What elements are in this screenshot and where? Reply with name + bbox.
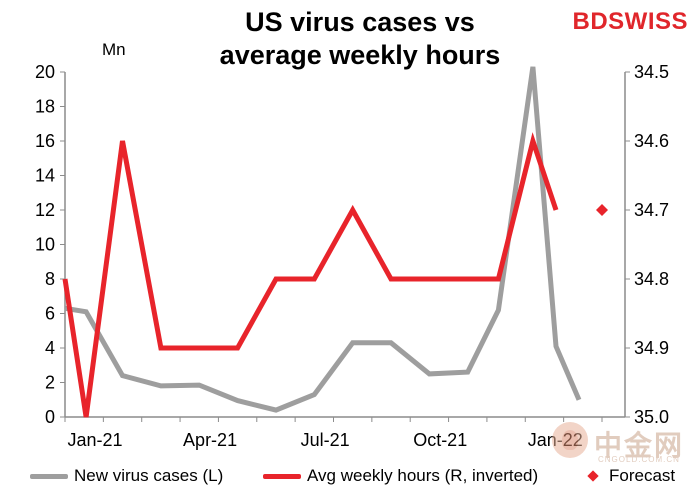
title-line-1: US virus cases vs: [245, 7, 475, 37]
left-tick-label: 16: [35, 131, 55, 151]
left-tick-label: 10: [35, 235, 55, 255]
left-tick-label: 20: [35, 62, 55, 82]
left-tick-label: 8: [45, 269, 55, 289]
x-tick-label: Oct-21: [413, 430, 467, 450]
legend-label-hours: Avg weekly hours (R, inverted): [307, 466, 539, 485]
x-tick-label: Apr-21: [183, 430, 237, 450]
chart-plot: 0 2 4 6 8 10 12 14 16 18 20 34.5 34.6 34.7 34.8 34.9 35.…: [35, 62, 669, 450]
legend-label-forecast: Forecast: [609, 466, 676, 485]
left-tick-label: 12: [35, 200, 55, 220]
left-tick-label: 6: [45, 304, 55, 324]
left-tick-label: 4: [45, 338, 55, 358]
watermark-text: 中金网: [594, 430, 685, 461]
legend-swatch-cases: [30, 473, 68, 479]
forecast-point: [595, 204, 608, 216]
left-tick-label: 14: [35, 166, 55, 186]
right-tick-label: 34.9: [634, 338, 669, 358]
series-line-cases: [64, 66, 582, 413]
logo-part-1: BD: [572, 8, 609, 35]
watermark-logo: 中金网 CNGOLD.COM.CN: [548, 420, 688, 464]
watermark-emblem-icon: [552, 422, 588, 458]
legend-item-hours: Avg weekly hours (R, inverted): [263, 466, 538, 486]
legend-label-cases: New virus cases (L): [74, 466, 224, 485]
title-line-2: average weekly hours: [219, 40, 501, 70]
logo-part-2: SWISS: [608, 8, 688, 35]
right-tick-label: 34.7: [634, 200, 669, 220]
legend-swatch-hours: [263, 473, 301, 479]
left-tick-label: 0: [45, 407, 55, 427]
legend-item-forecast: Forecast: [585, 466, 675, 486]
x-tick-label: Jan-21: [67, 430, 122, 450]
legend-marker-forecast: [587, 470, 599, 482]
right-tick-label: 34.6: [634, 131, 669, 151]
x-tick-label: Jul-21: [301, 430, 350, 450]
left-tick-label: 18: [35, 97, 55, 117]
brand-logo: BDSWISS: [572, 8, 688, 36]
right-tick-label: 34.8: [634, 269, 669, 289]
chart-title: US virus cases vs average weekly hours: [180, 6, 540, 72]
watermark-subtext: CNGOLD.COM.CN: [598, 455, 680, 464]
legend-item-cases: New virus cases (L): [30, 466, 223, 486]
right-tick-label: 34.5: [634, 62, 669, 82]
series-line-hours: [62, 132, 559, 418]
chart-legend: New virus cases (L) Avg weekly hours (R,…: [10, 466, 700, 494]
right-tick-label: 35.0: [634, 407, 669, 427]
left-axis-unit: Mn: [102, 40, 126, 59]
left-tick-label: 2: [45, 373, 55, 393]
